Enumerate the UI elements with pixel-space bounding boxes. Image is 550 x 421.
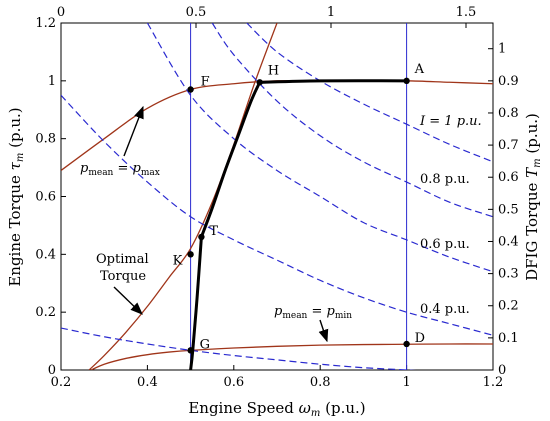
point-label-F: F bbox=[201, 75, 210, 90]
annotation-current-1: I = 1 p.u. bbox=[419, 114, 482, 129]
y-tick-label: 0.8 bbox=[35, 132, 56, 147]
right-tick-label: 1 bbox=[498, 42, 506, 57]
point-K bbox=[187, 251, 194, 258]
y-tick-label: 1 bbox=[48, 74, 56, 89]
right-tick-label: 0.6 bbox=[498, 170, 519, 185]
y-tick-label: 0.6 bbox=[35, 190, 56, 205]
y-tick-label: 0.4 bbox=[35, 247, 56, 262]
annotation-pmin: pmean = pmin bbox=[274, 304, 352, 321]
axis-ticks: 0.2 0.4 0.6 0.8 1 1.200.20.40.60.811.20 0.5 1 1.… bbox=[35, 5, 518, 390]
curve-operating-8 bbox=[189, 235, 203, 370]
curve-blue-6 bbox=[211, 23, 493, 218]
arrow-pmax bbox=[123, 105, 144, 157]
curve-blue-7 bbox=[246, 23, 493, 163]
curve-brown-2 bbox=[88, 23, 278, 370]
right-tick-label: 0.5 bbox=[498, 202, 519, 217]
arrow-pmin bbox=[318, 319, 329, 343]
top-tick-label: 0.5 bbox=[186, 5, 207, 20]
point-label-K: K bbox=[173, 253, 183, 268]
x-tick-label: 1 bbox=[402, 375, 410, 390]
curve-blue-4 bbox=[61, 94, 493, 336]
point-H bbox=[256, 79, 263, 86]
right-tick-label: 0.7 bbox=[498, 138, 519, 153]
point-label-G: G bbox=[200, 337, 210, 352]
point-label-A: A bbox=[414, 62, 425, 77]
annotation-pmax: pmean = pmax bbox=[80, 161, 160, 178]
curve-brown-1 bbox=[90, 343, 493, 370]
x-tick-label: 0.2 bbox=[51, 375, 72, 390]
annotation-current-04: 0.4 p.u. bbox=[420, 302, 470, 317]
top-tick-label: 1.5 bbox=[456, 5, 477, 20]
annotation-current-06: 0.6 p.u. bbox=[420, 237, 470, 252]
annotation-optimal-2: Torque bbox=[100, 269, 146, 284]
curve-operating-9 bbox=[199, 80, 262, 239]
arrow-optimal bbox=[113, 286, 143, 315]
x-tick-label: 0.6 bbox=[223, 375, 244, 390]
y-axis-label-left: Engine Torque τm (p.u.) bbox=[6, 107, 26, 286]
right-tick-label: 0 bbox=[498, 363, 506, 378]
curve-blue-5 bbox=[146, 23, 493, 273]
x-tick-label: 0.4 bbox=[137, 375, 158, 390]
y-tick-label: 0.2 bbox=[35, 305, 56, 320]
right-tick-label: 0.4 bbox=[498, 234, 519, 249]
point-T bbox=[198, 233, 205, 241]
y-tick-label: 0 bbox=[48, 363, 56, 378]
curve-blue-3 bbox=[61, 327, 417, 370]
top-tick-label: 0 bbox=[57, 5, 65, 20]
point-label-T: T bbox=[209, 224, 218, 239]
x-axis-label: Engine Speed ωm (p.u.) bbox=[188, 399, 365, 419]
point-label-H: H bbox=[268, 63, 279, 78]
y-tick-label: 1.2 bbox=[35, 16, 56, 31]
y-axis-label-right: DFIG Torque Tm (p.u.) bbox=[523, 113, 543, 281]
annotation-optimal-1: Optimal bbox=[96, 252, 149, 267]
right-tick-label: 0.2 bbox=[498, 299, 519, 314]
right-tick-label: 0.9 bbox=[498, 74, 519, 89]
point-A bbox=[403, 77, 410, 85]
right-tick-label: 0.8 bbox=[498, 106, 519, 121]
operating-points: F H A T K G D bbox=[173, 62, 425, 354]
point-F bbox=[187, 86, 194, 93]
curve-operating-10 bbox=[258, 79, 409, 84]
right-tick-label: 0.3 bbox=[498, 267, 519, 282]
point-D bbox=[403, 340, 410, 348]
point-label-D: D bbox=[415, 331, 425, 346]
point-G bbox=[187, 347, 194, 354]
x-tick-label: 0.8 bbox=[310, 375, 331, 390]
right-tick-label: 0.1 bbox=[498, 331, 519, 346]
top-tick-label: 1 bbox=[327, 5, 335, 20]
annotation-current-08: 0.8 p.u. bbox=[420, 172, 470, 187]
x-tick-label: 1.2 bbox=[483, 375, 504, 390]
